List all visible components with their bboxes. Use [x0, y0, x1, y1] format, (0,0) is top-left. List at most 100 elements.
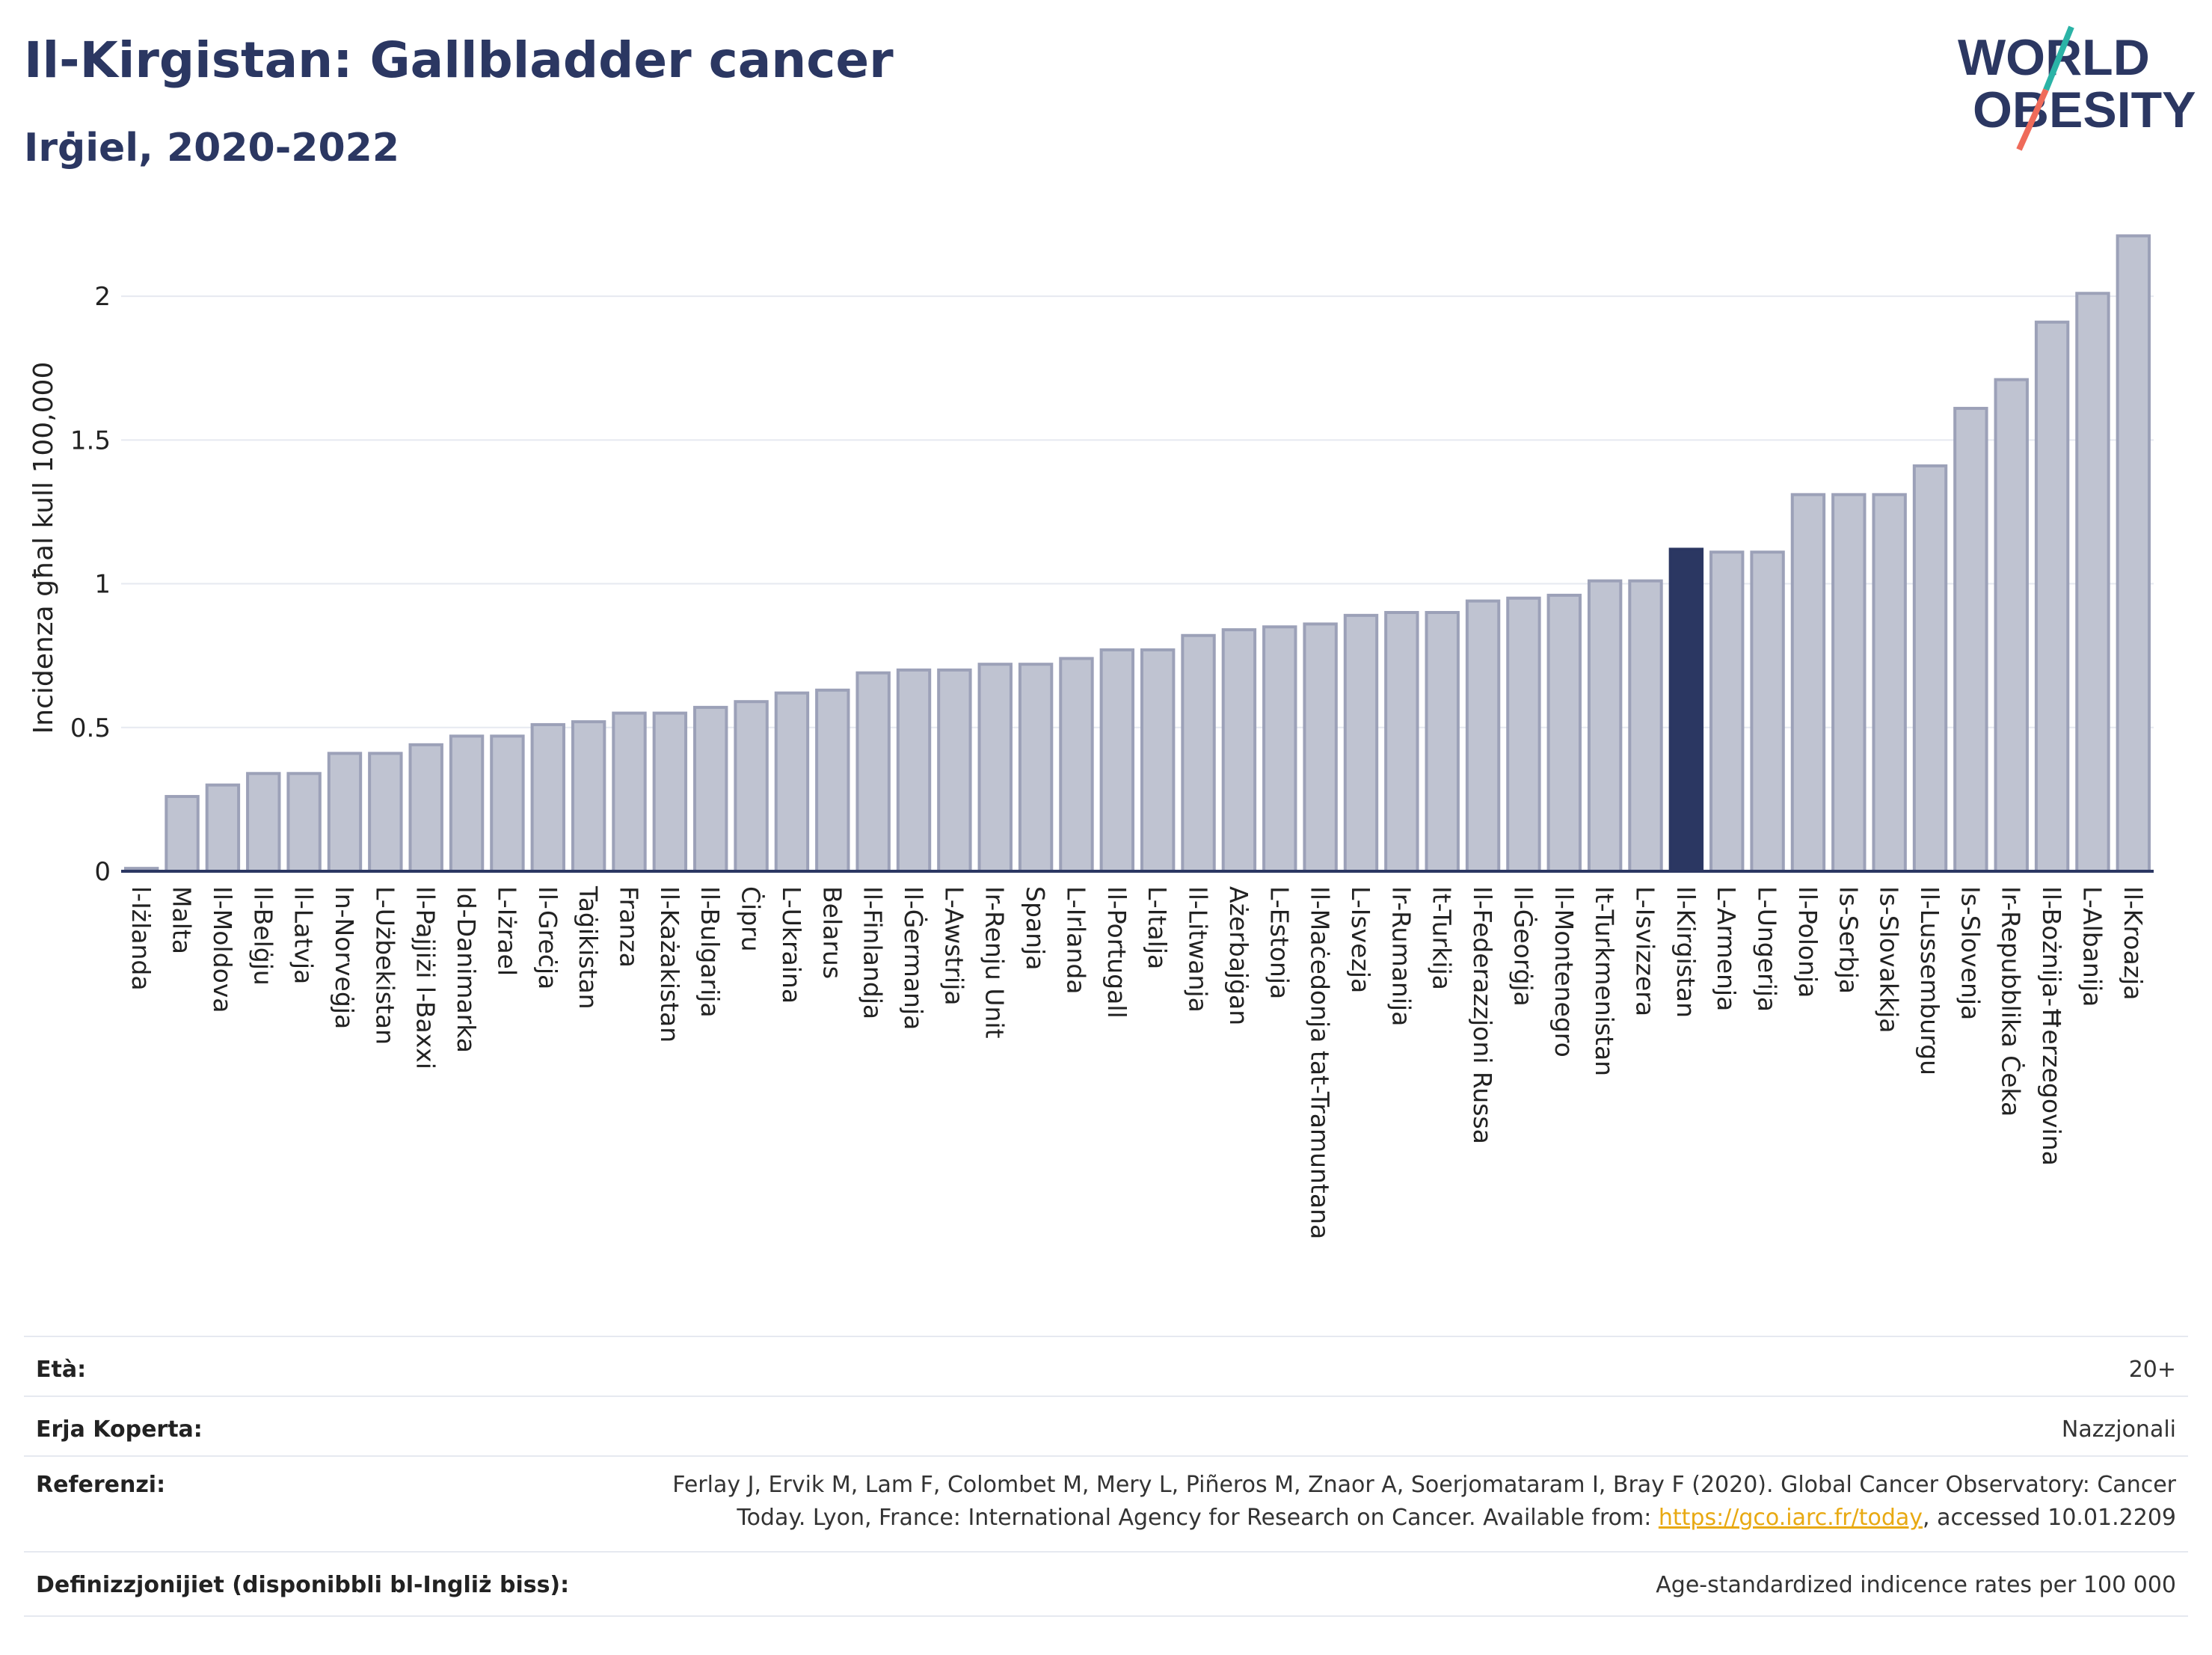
x-tick-label: Il-Polonja: [1793, 886, 1822, 998]
bar: [1059, 657, 1094, 873]
bar: [286, 772, 322, 873]
x-tick-label: It-Turkija: [1428, 886, 1457, 990]
x-tick-label: L-Armenja: [1712, 886, 1741, 1011]
bar: [1912, 464, 1948, 873]
x-tick-label: Il-Maċedonja tat-Tramuntana: [1306, 886, 1335, 1239]
bar: [1425, 611, 1460, 873]
ref-link[interactable]: https://gco.iarc.fr/today: [1658, 1505, 1923, 1531]
x-tick-label: Ir-Repubblika Ċeka: [1997, 886, 2027, 1117]
bar: [571, 720, 606, 873]
age-value: 20+: [2128, 1357, 2176, 1383]
ref-line-2: Today. Lyon, France: International Agenc…: [531, 1502, 2176, 1535]
world-obesity-logo: WORLD OBESITY: [1958, 25, 2196, 151]
bar: [855, 671, 891, 873]
x-tick-label: Il-Kroazja: [2119, 886, 2148, 1000]
x-tick-label: Il-Finlandja: [858, 886, 888, 1019]
x-tick-label: Il-Greċja: [533, 886, 562, 989]
x-tick-label: Il-Kirgistan: [1671, 886, 1701, 1018]
x-tick-label: In-Norveġja: [330, 886, 359, 1029]
bar: [530, 722, 565, 873]
x-tick-label: L-Awstrija: [939, 886, 968, 1005]
age-label: Età:: [36, 1357, 87, 1383]
ref-label: Referenzi:: [36, 1472, 166, 1498]
bar: [327, 752, 363, 873]
bar: [774, 691, 810, 873]
bar: [1465, 599, 1501, 873]
bar: [408, 743, 443, 873]
def-label: Definizzjonijiet (disponibbli bl-Ingliż …: [36, 1572, 570, 1598]
page-title: Il-Kirgistan: Gallbladder cancer: [24, 31, 894, 89]
x-tick-label: l-Iżlanda: [126, 886, 156, 991]
logo-slash-teal: [2043, 25, 2074, 91]
bar: [1709, 550, 1745, 873]
x-tick-label: Il-Moldova: [208, 886, 237, 1013]
bar: [937, 668, 972, 873]
bar: [977, 663, 1013, 873]
bar: [1587, 579, 1623, 873]
y-tick-label: 0.5: [70, 713, 111, 743]
bar: [1018, 663, 1054, 873]
bar: [693, 705, 728, 873]
bar-chart: 0 0.5 1 1.5 2 l-Iżlanda Malta Il-Moldova Il-Belġ…: [28, 234, 2154, 1239]
info-row-area: Erja Koperta: Nazzjonali: [24, 1395, 2188, 1457]
x-tick-label: L-Użbekistan: [370, 886, 399, 1045]
x-tick-label: Il-Ġermanja: [899, 886, 929, 1030]
bar: [2034, 320, 2070, 873]
bar: [449, 734, 485, 873]
x-tick-label: L-Isvizzera: [1631, 886, 1660, 1016]
bar: [1099, 648, 1135, 873]
bar: [652, 711, 688, 873]
bar: [490, 734, 525, 873]
bar-highlighted: [1668, 547, 1704, 873]
x-tick-label: L-Italja: [1143, 886, 1172, 969]
info-row-age: Età: 20+: [24, 1336, 2188, 1397]
x-tick-label: L-Ukraina: [777, 886, 806, 1004]
info-row-definitions: Definizzjonijiet (disponibbli bl-Ingliż …: [24, 1551, 2188, 1617]
bar: [1546, 593, 1582, 873]
x-tick-label: Il-Federazzjoni Russa: [1468, 886, 1497, 1144]
bar: [165, 795, 200, 873]
x-tick-label: Is-Slovenja: [1956, 886, 1985, 1020]
bar: [368, 752, 403, 873]
ref-line-1: Ferlay J, Ervik M, Lam F, Colombet M, Me…: [672, 1472, 2176, 1498]
x-tick-label: Franza: [615, 886, 644, 968]
x-tick-label: Ażerbajġan: [1224, 886, 1253, 1025]
x-tick-label: Ċipru: [737, 886, 766, 952]
x-tick-label: L-Albanija: [2077, 886, 2107, 1007]
info-table: Età: 20+ Erja Koperta: Nazzjonali Refere…: [24, 1336, 2188, 1635]
x-tick-label: Belarus: [817, 886, 847, 979]
axes: 0 0.5 1 1.5 2 l-Iżlanda Malta Il-Moldova Il-Belġ…: [70, 282, 2154, 1239]
info-row-references: Referenzi: Ferlay J, Ervik M, Lam F, Col…: [24, 1455, 2188, 1553]
x-tick-label: Is-Serbja: [1834, 886, 1863, 994]
bar: [1790, 493, 1826, 873]
bar: [246, 772, 281, 873]
area-value: Nazzjonali: [2061, 1416, 2176, 1443]
bar: [2116, 234, 2151, 873]
logo-slash-coral: [2016, 88, 2049, 151]
bar: [896, 668, 932, 873]
x-tick-label: L-Ungerija: [1753, 886, 1782, 1012]
x-tick-label: Ir-Rumanija: [1386, 886, 1416, 1026]
bar: [1628, 579, 1663, 873]
area-label: Erja Koperta:: [36, 1416, 203, 1443]
y-axis-label: Incidenza għal kull 100,000: [28, 362, 59, 734]
def-value: Age-standardized indicence rates per 100…: [1656, 1572, 2176, 1598]
bar: [1384, 611, 1419, 873]
x-tick-label: Il-Latvja: [289, 886, 319, 984]
y-tick-label: 0: [94, 857, 111, 887]
bars: [123, 234, 2151, 873]
x-tick-label: Il-Portugall: [1102, 886, 1131, 1019]
bar: [612, 711, 647, 873]
x-tick-label: L-Estonja: [1265, 886, 1294, 999]
y-tick-label: 1.5: [70, 426, 111, 455]
x-tick-label: L-Irlanda: [1061, 886, 1090, 995]
bar: [1262, 625, 1297, 873]
bar: [205, 783, 241, 873]
x-tick-label: Il-Litwanja: [1184, 886, 1213, 1013]
ref-line-2-pre: Today. Lyon, France: International Agenc…: [737, 1505, 1659, 1531]
bar: [1506, 596, 1541, 873]
bar: [1953, 407, 1988, 873]
bar: [1994, 378, 2029, 873]
x-tick-label: Malta: [168, 886, 197, 954]
x-tick-label: Il-Każakistan: [655, 886, 684, 1043]
